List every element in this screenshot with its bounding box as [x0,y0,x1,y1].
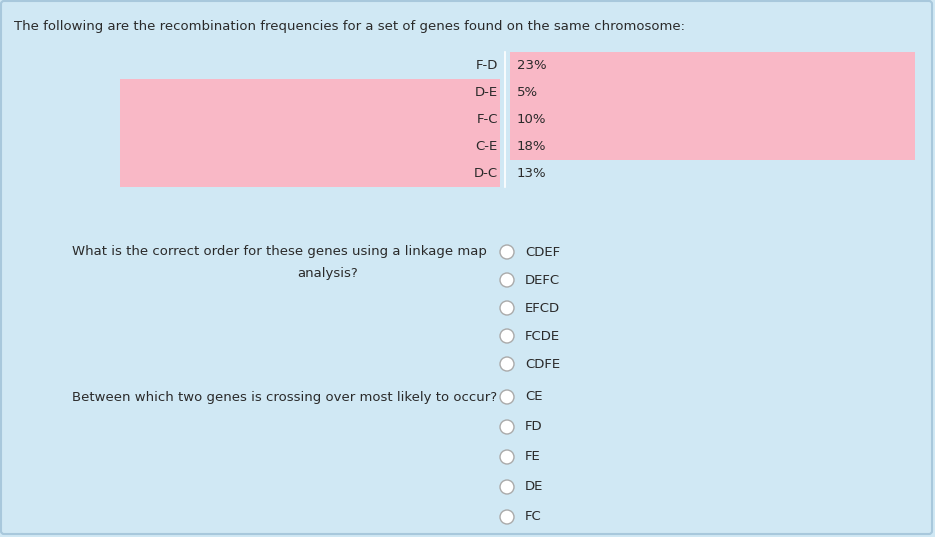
Text: EFCD: EFCD [525,301,560,315]
Text: FD: FD [525,420,542,433]
Text: 23%: 23% [517,59,547,72]
Circle shape [500,510,514,524]
Text: FC: FC [525,511,541,524]
Circle shape [500,450,514,464]
Text: F-D: F-D [476,59,498,72]
Text: 13%: 13% [517,167,547,180]
Text: FCDE: FCDE [525,330,560,343]
Text: What is the correct order for these genes using a linkage map: What is the correct order for these gene… [72,245,487,258]
Circle shape [500,273,514,287]
Text: 10%: 10% [517,113,546,126]
Text: 5%: 5% [517,86,539,99]
FancyBboxPatch shape [510,52,915,160]
Text: analysis?: analysis? [297,267,358,280]
Text: CE: CE [525,390,542,403]
FancyBboxPatch shape [120,79,500,187]
Text: 18%: 18% [517,140,546,153]
Circle shape [500,357,514,371]
Circle shape [500,390,514,404]
Text: CDFE: CDFE [525,358,560,371]
Text: The following are the recombination frequencies for a set of genes found on the : The following are the recombination freq… [14,20,685,33]
Text: DE: DE [525,481,543,494]
Text: D-E: D-E [475,86,498,99]
Circle shape [500,301,514,315]
Circle shape [500,480,514,494]
Circle shape [500,245,514,259]
Text: Between which two genes is crossing over most likely to occur?: Between which two genes is crossing over… [72,390,497,403]
Text: D-C: D-C [474,167,498,180]
Text: FE: FE [525,451,540,463]
Circle shape [500,329,514,343]
Text: C-E: C-E [476,140,498,153]
Text: F-C: F-C [477,113,498,126]
Circle shape [500,420,514,434]
Text: DEFC: DEFC [525,273,560,287]
Text: CDEF: CDEF [525,245,560,258]
